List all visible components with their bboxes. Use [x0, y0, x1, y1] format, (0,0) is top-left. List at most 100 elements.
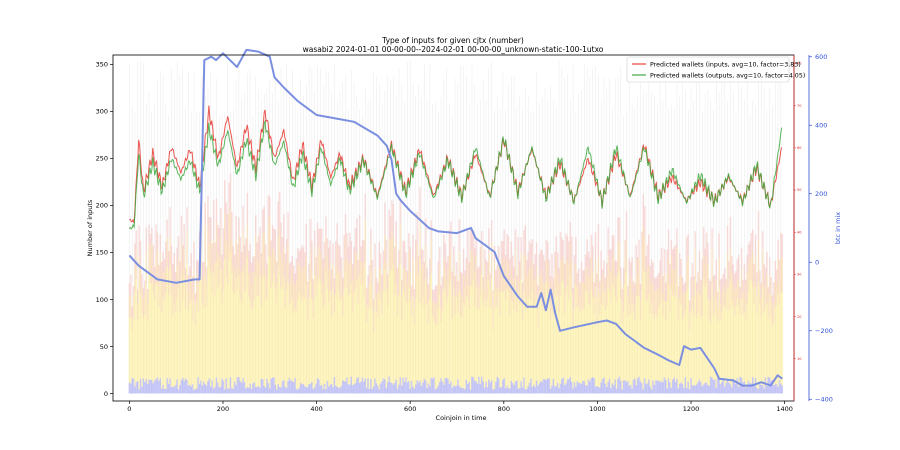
- stack-bar-pink: [210, 217, 212, 241]
- stack-bar-yellow: [292, 313, 295, 383]
- stack-bar-pink: [340, 257, 343, 278]
- stack-bar-yellow: [554, 298, 556, 387]
- stack-bar-pink: [754, 234, 757, 257]
- stack-bar-yellow: [615, 302, 618, 389]
- stack-bar-pink: [488, 228, 490, 253]
- stack-bar-blue: [328, 386, 330, 394]
- stack-bar-orange: [455, 274, 458, 298]
- stack-bar-orange: [472, 256, 475, 280]
- stack-bar-orange: [693, 296, 695, 317]
- stack-bar-orange: [372, 313, 375, 333]
- stack-bar-blue: [276, 389, 278, 394]
- stack-bar-orange: [666, 273, 668, 301]
- stack-bar-orange: [224, 213, 226, 259]
- stack-bar-blue: [238, 377, 240, 394]
- stack-bar-pink: [705, 232, 708, 257]
- stack-bar-yellow: [434, 324, 437, 390]
- stack-bar-blue: [594, 386, 597, 394]
- secondary-tick-label: 80: [797, 62, 801, 66]
- stack-bar-orange: [236, 268, 239, 290]
- stack-bar-yellow: [607, 287, 609, 383]
- stack-bar-orange: [242, 230, 244, 274]
- stack-bar-blue: [308, 384, 310, 394]
- stack-bar-blue: [570, 381, 573, 394]
- stack-bar-blue: [231, 388, 233, 394]
- stack-bar-orange: [523, 253, 525, 292]
- stack-bar-yellow: [481, 275, 483, 377]
- stack-bar-orange: [531, 260, 534, 290]
- stack-bar-pink: [558, 268, 560, 284]
- stack-bar-yellow: [151, 283, 153, 381]
- stack-bar-pink: [306, 281, 309, 300]
- stack-bar-pink: [240, 251, 243, 272]
- stack-bar-blue: [347, 384, 350, 394]
- stack-bar-yellow: [308, 298, 310, 385]
- stack-bar-orange: [597, 255, 600, 289]
- stack-bar-yellow: [403, 293, 406, 382]
- stack-bar-blue: [504, 388, 507, 394]
- stack-bar-blue: [214, 386, 216, 394]
- stack-bar-pink: [259, 227, 261, 251]
- stack-bar-pink: [160, 262, 163, 286]
- stack-bar-pink: [500, 241, 503, 259]
- stack-bar-yellow: [537, 327, 539, 386]
- stack-bar-pink: [336, 223, 338, 246]
- stack-bar-orange: [336, 245, 338, 275]
- stack-bar-pink: [648, 234, 650, 266]
- stack-bar-blue: [691, 385, 694, 394]
- stack-bar-yellow: [516, 313, 518, 381]
- stack-bar-blue: [301, 384, 303, 394]
- stack-bar-blue: [377, 385, 379, 394]
- stack-bar-blue: [488, 379, 490, 394]
- stack-bar-yellow: [441, 311, 444, 382]
- stack-bar-yellow: [514, 278, 517, 382]
- stack-bar-blue: [750, 383, 753, 394]
- stack-bar-blue: [621, 389, 624, 394]
- stack-bar-orange: [392, 237, 395, 265]
- stack-bar-pink: [580, 261, 583, 281]
- stack-bar-blue: [555, 386, 558, 394]
- stack-bar-pink: [506, 233, 508, 260]
- stack-bar-pink: [158, 264, 160, 286]
- stack-bar-blue: [535, 380, 538, 394]
- stack-bar-blue: [144, 382, 146, 394]
- stack-bar-blue: [624, 380, 626, 394]
- stack-bar-orange: [607, 256, 609, 288]
- stack-bar-pink: [486, 261, 489, 275]
- stack-bar-orange: [506, 259, 508, 289]
- stack-bar-orange: [429, 277, 431, 298]
- stack-bar-yellow: [417, 301, 420, 383]
- stack-bar-yellow: [344, 272, 347, 382]
- stack-bar-orange: [145, 251, 148, 283]
- stack-bar-blue: [649, 386, 652, 394]
- stack-bar-pink: [290, 261, 292, 278]
- stack-bar-yellow: [603, 292, 605, 378]
- stack-bar-blue: [745, 387, 747, 394]
- stack-bar-orange: [204, 225, 206, 273]
- stack-bar-orange: [548, 281, 550, 301]
- stack-bar-blue: [510, 380, 513, 394]
- stack-bar-pink: [349, 232, 351, 265]
- stack-bar-blue: [722, 377, 725, 394]
- stack-bar-blue: [318, 379, 320, 394]
- stack-bar-blue: [218, 387, 221, 394]
- stack-bar-yellow: [384, 269, 386, 380]
- stack-bar-orange: [701, 285, 704, 316]
- stack-bar-blue: [158, 380, 160, 394]
- stack-bar-pink: [378, 242, 381, 267]
- stack-bar-yellow: [322, 308, 324, 390]
- stack-bar-pink: [691, 262, 694, 280]
- stack-bar-blue: [545, 380, 548, 394]
- stack-bar-blue: [677, 388, 680, 394]
- stack-bar-pink: [201, 262, 204, 281]
- stack-bar-yellow: [475, 287, 477, 382]
- stack-bar-yellow: [354, 289, 357, 384]
- stack-bar-yellow: [655, 314, 657, 381]
- stack-bar-yellow: [212, 272, 215, 389]
- stack-bar-orange: [750, 257, 753, 282]
- stack-bar-orange: [629, 284, 632, 315]
- stack-bar-blue: [694, 385, 697, 394]
- stack-bar-pink: [444, 243, 447, 269]
- stack-bar-pink: [514, 229, 517, 250]
- stack-bar-yellow: [735, 306, 737, 385]
